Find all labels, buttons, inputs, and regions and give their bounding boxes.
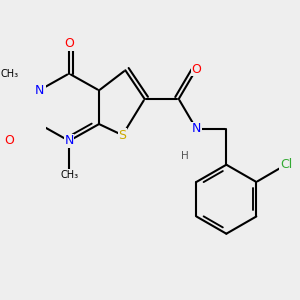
Text: O: O [191,62,201,76]
Text: N: N [64,134,74,147]
Text: N: N [192,122,201,136]
Text: Cl: Cl [280,158,292,171]
Text: S: S [118,129,127,142]
Text: O: O [4,134,14,147]
Text: O: O [64,37,74,50]
Text: N: N [34,84,44,97]
Text: CH₃: CH₃ [60,170,78,180]
Text: CH₃: CH₃ [0,68,18,79]
Text: H: H [181,151,189,161]
